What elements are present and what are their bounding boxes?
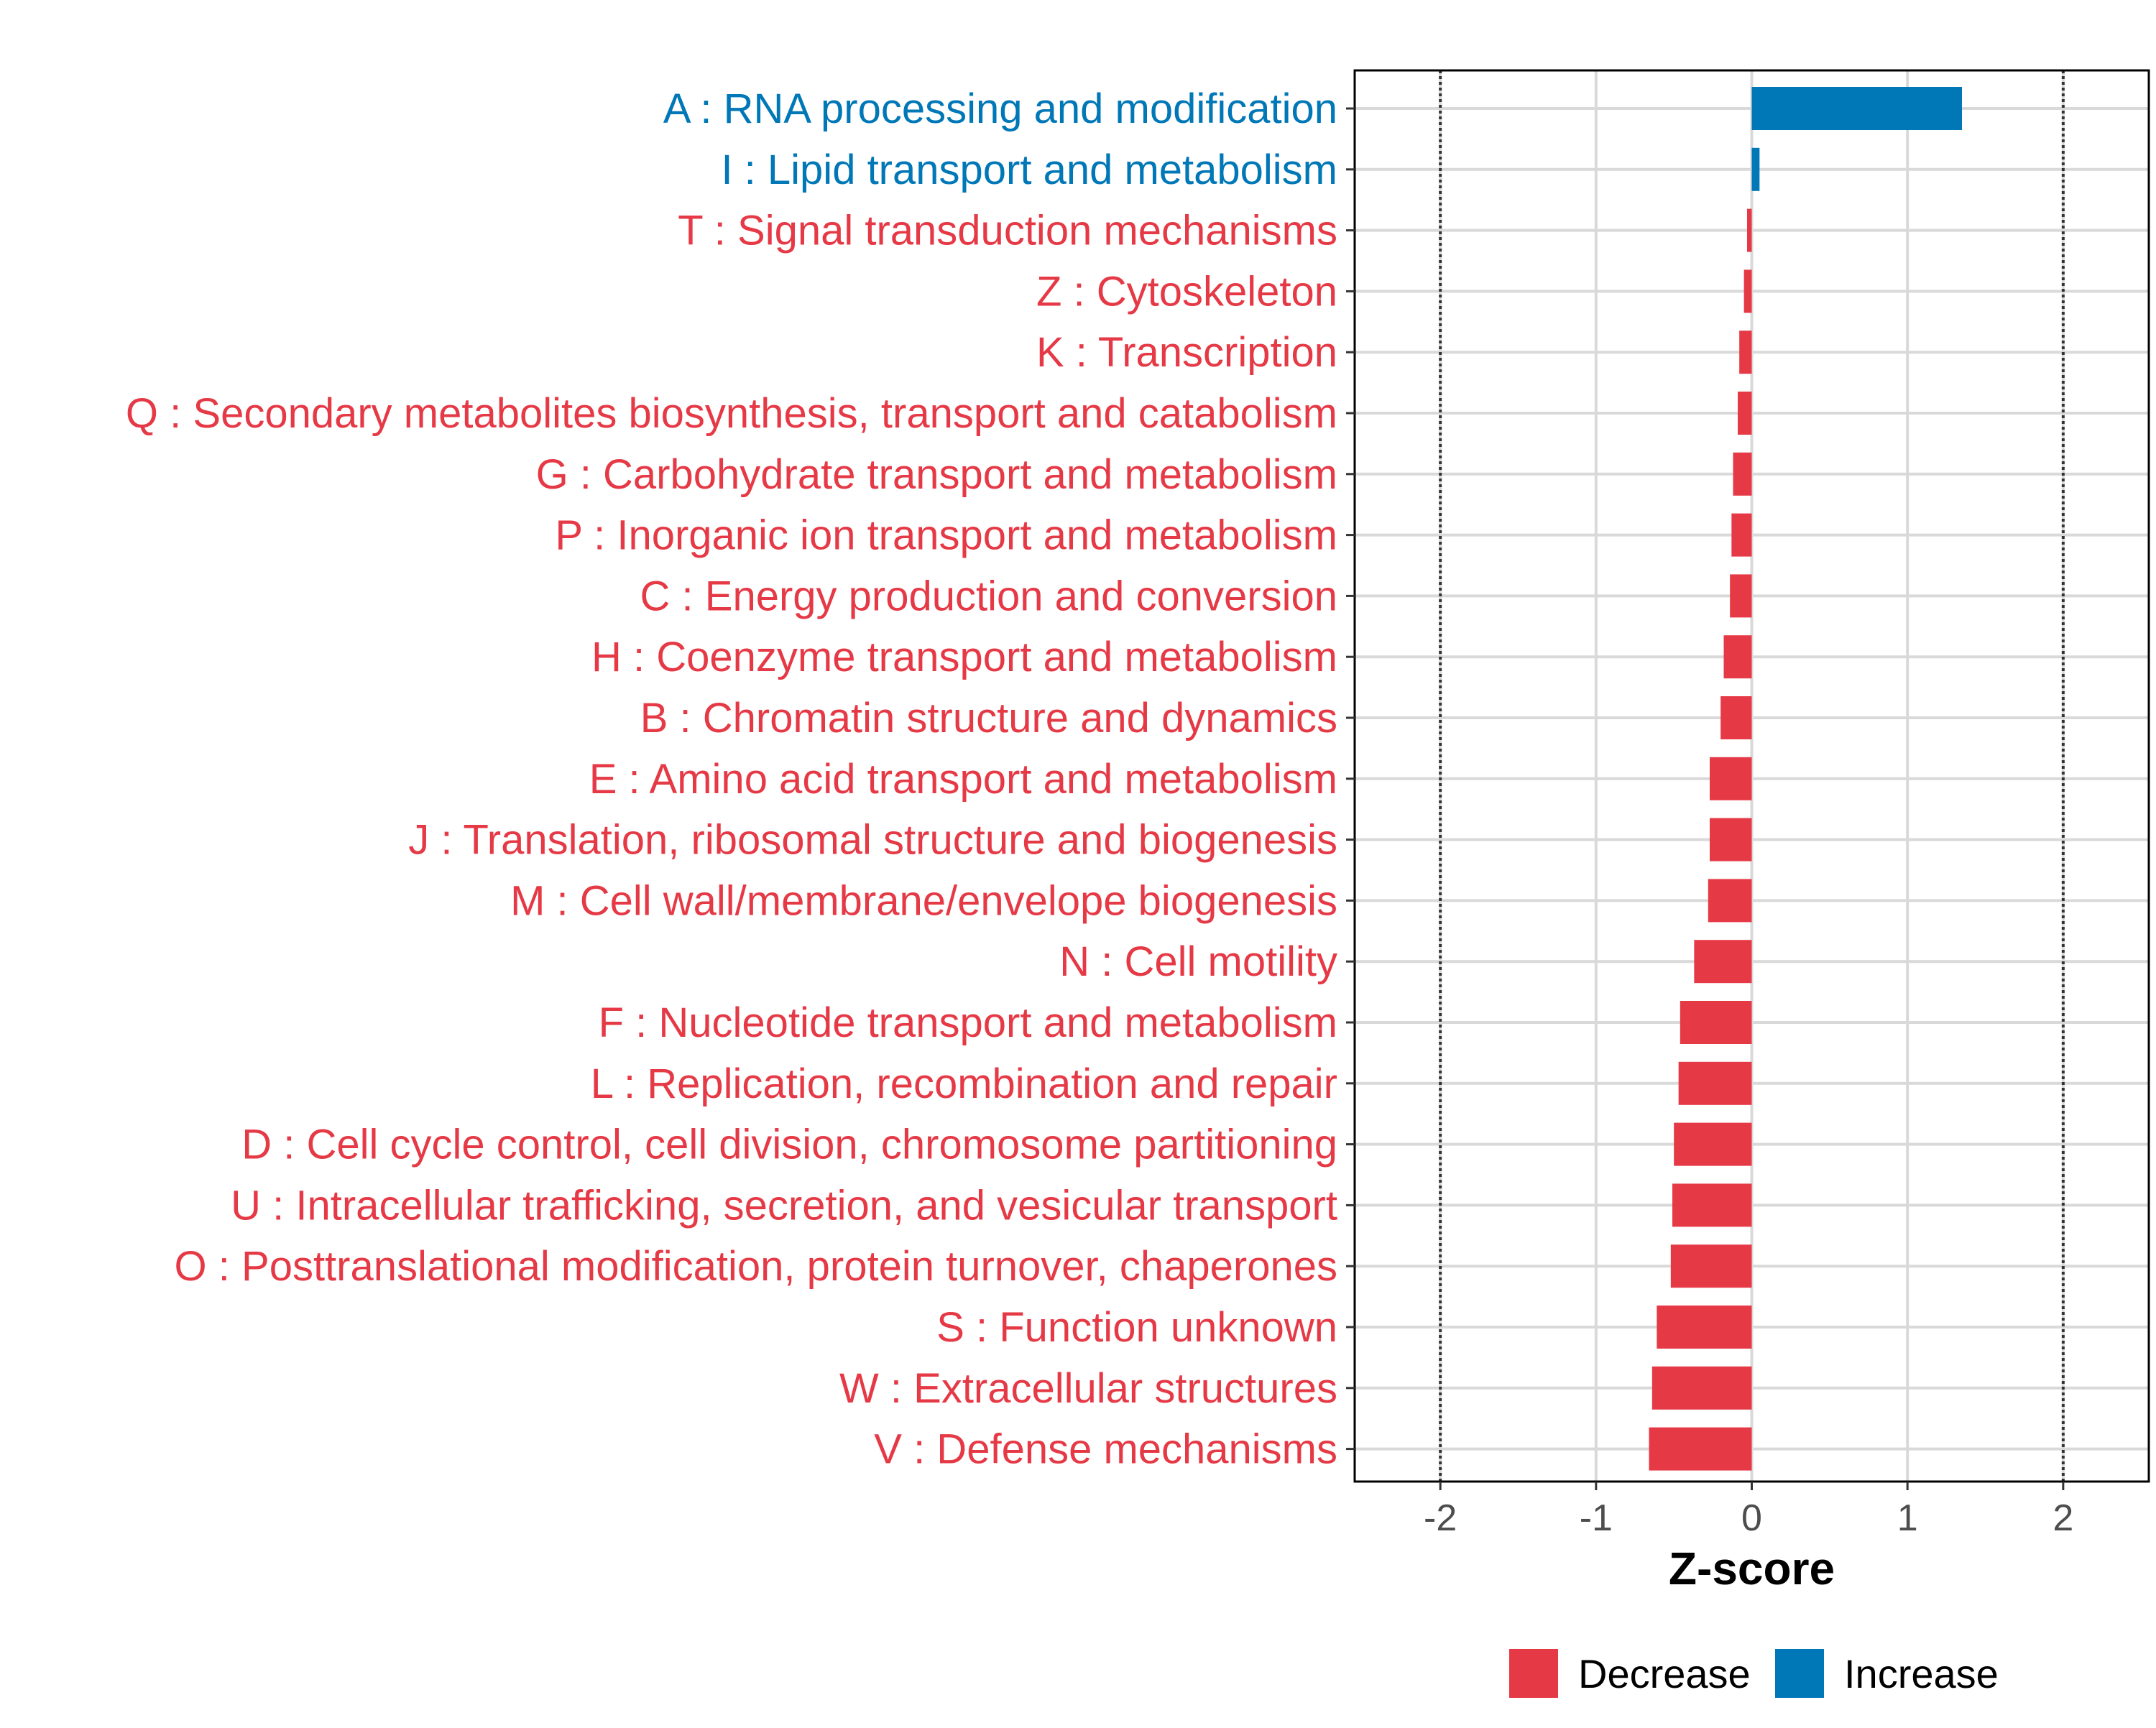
category-label: B : Chromatin structure and dynamics <box>640 695 1337 741</box>
category-label: D : Cell cycle control, cell division, c… <box>241 1122 1337 1168</box>
bar-decrease <box>1738 392 1752 435</box>
bar-decrease <box>1657 1306 1752 1349</box>
legend-swatch-increase <box>1775 1649 1824 1698</box>
category-label: L : Replication, recombination and repai… <box>591 1061 1337 1107</box>
category-label-layer: A : RNA processing and modification I : L… <box>126 86 1337 1473</box>
legend-label-decrease: Decrease <box>1578 1651 1751 1696</box>
category-label: O : Posttranslational modification, prot… <box>175 1243 1337 1290</box>
x-tick-label: 1 <box>1897 1497 1918 1539</box>
bar-decrease <box>1720 696 1752 739</box>
category-label: S : Function unknown <box>936 1304 1337 1351</box>
bar-decrease <box>1649 1427 1752 1471</box>
category-label: K : Transcription <box>1036 329 1337 376</box>
bar-decrease <box>1670 1244 1752 1288</box>
x-tick-label: -1 <box>1580 1497 1613 1539</box>
category-label: G : Carbohydrate transport and metabolis… <box>536 451 1337 498</box>
bar-decrease <box>1743 269 1752 313</box>
category-label: V : Defense mechanisms <box>874 1426 1337 1473</box>
x-tick-label: -2 <box>1424 1497 1457 1539</box>
bar-layer <box>1649 87 1962 1471</box>
category-label: P : Inorganic ion transport and metaboli… <box>555 512 1337 559</box>
bar-decrease <box>1710 818 1752 861</box>
bar-decrease <box>1730 574 1752 618</box>
category-label: Z : Cytoskeleton <box>1036 268 1337 315</box>
bar-decrease <box>1694 940 1752 984</box>
bar-decrease <box>1733 452 1752 496</box>
bar-decrease <box>1680 1001 1752 1044</box>
bar-decrease <box>1674 1122 1752 1166</box>
x-tick-label: 2 <box>2053 1497 2073 1539</box>
bar-decrease <box>1678 1061 1752 1105</box>
x-axis-title: Z-score <box>1669 1543 1835 1594</box>
category-label: E : Amino acid transport and metabolism <box>589 756 1337 803</box>
legend-label-increase: Increase <box>1844 1651 1999 1696</box>
legend: Decrease Increase <box>1509 1649 1999 1698</box>
category-label: H : Coenzyme transport and metabolism <box>591 634 1337 680</box>
category-label: J : Translation, ribosomal structure and… <box>408 817 1337 864</box>
category-label: M : Cell wall/membrane/envelope biogenes… <box>510 877 1337 924</box>
x-tick-label: 0 <box>1741 1497 1762 1539</box>
bar-decrease <box>1731 513 1752 557</box>
bar-decrease <box>1651 1366 1752 1410</box>
bar-decrease <box>1708 879 1752 923</box>
category-label: C : Energy production and conversion <box>640 573 1337 619</box>
bar-increase <box>1751 87 1962 130</box>
bar-decrease <box>1747 208 1752 252</box>
category-label: N : Cell motility <box>1059 938 1337 985</box>
category-label: A : RNA processing and modification <box>663 86 1337 132</box>
bar-decrease <box>1739 331 1752 374</box>
category-label: U : Intracellular trafficking, secretion… <box>231 1182 1337 1229</box>
bar-decrease <box>1723 635 1752 679</box>
tick-layer: -2 -1 0 1 2 <box>1346 107 2073 1539</box>
legend-swatch-decrease <box>1509 1649 1558 1698</box>
bar-decrease <box>1710 757 1752 800</box>
category-label: I : Lipid transport and metabolism <box>721 147 1337 193</box>
category-label: Q : Secondary metabolites biosynthesis, … <box>126 390 1337 437</box>
category-label: T : Signal transduction mechanisms <box>678 208 1337 254</box>
category-label: F : Nucleotide transport and metabolism <box>599 999 1337 1046</box>
category-label: W : Extracellular structures <box>839 1365 1337 1412</box>
bar-decrease <box>1672 1183 1752 1227</box>
bar-increase <box>1751 147 1760 191</box>
